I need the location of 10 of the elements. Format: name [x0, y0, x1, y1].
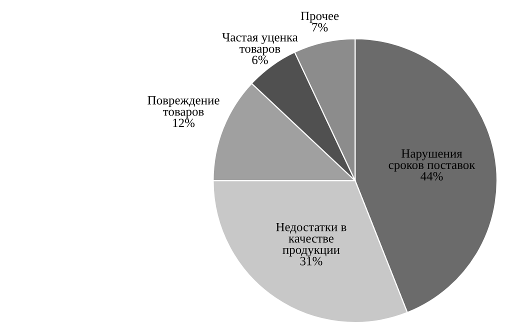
data-label: 6% — [252, 56, 268, 64]
data-label: 12% — [173, 118, 195, 128]
data-label: 31% — [300, 256, 322, 266]
slice-label: Нарушения сроков поставок — [388, 149, 476, 172]
slice-label: Повреждение товаров — [148, 96, 220, 118]
slice-label: Частая уценка товаров — [222, 33, 298, 56]
slice-label: Недостатки в качестве продукции — [276, 222, 346, 257]
slice-label: Прочее — [300, 12, 339, 23]
data-label: 7% — [312, 23, 328, 32]
data-label: 44% — [420, 172, 443, 180]
